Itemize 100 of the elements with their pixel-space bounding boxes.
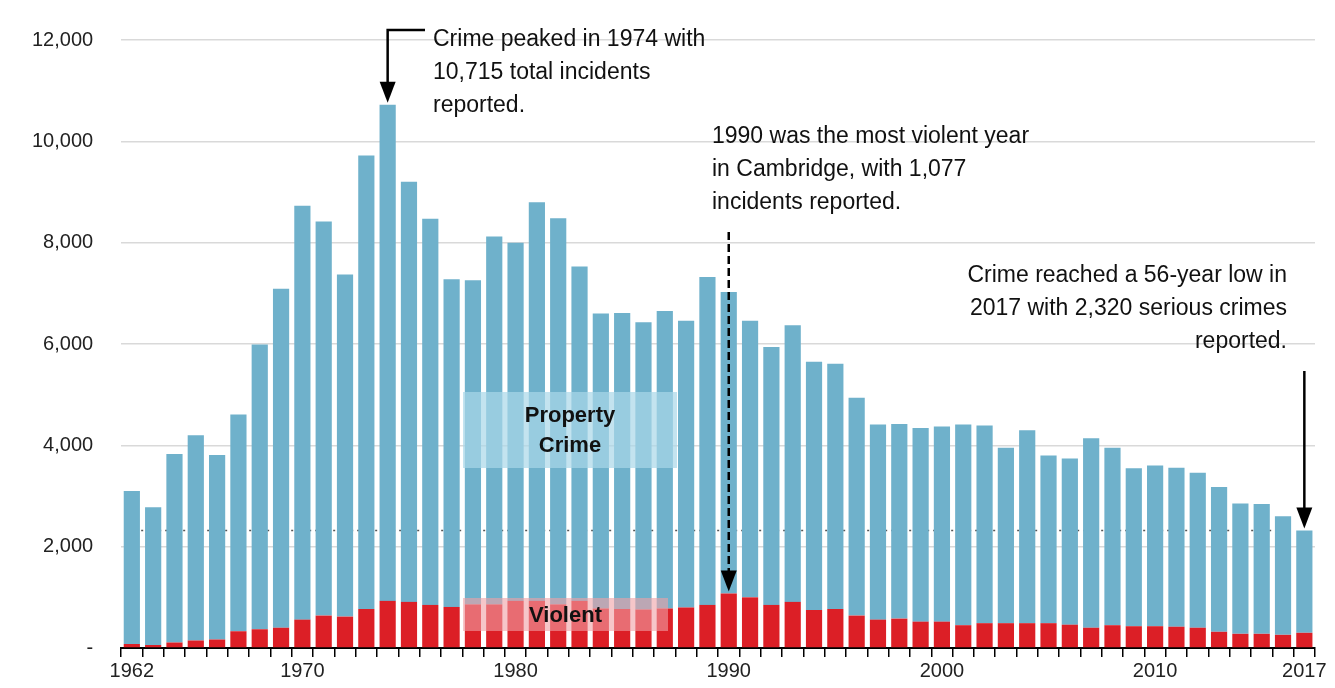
bar (933, 426, 951, 622)
bar (358, 608, 375, 648)
annotation: Crime reached a 56-year low in 2017 with 2,320 serious crimes reported. (967, 260, 1287, 353)
bar (1296, 632, 1313, 648)
bar (123, 490, 140, 644)
bar (997, 623, 1014, 648)
bar (763, 604, 780, 648)
x-tick-label: 1970 (280, 658, 325, 681)
bar (358, 155, 375, 609)
bar (635, 609, 652, 648)
bar (912, 621, 929, 648)
bar (1147, 626, 1164, 648)
bar (699, 277, 716, 605)
bar (230, 414, 247, 632)
y-tick-label: 8,000 (43, 230, 94, 253)
bar (741, 320, 759, 598)
bar (145, 507, 162, 645)
bar (1274, 516, 1292, 635)
bar (763, 347, 780, 605)
bar (997, 447, 1014, 624)
bar (848, 615, 865, 648)
bar (166, 453, 183, 643)
y-tick-label: 12,000 (32, 27, 94, 50)
bar (1232, 633, 1249, 648)
bar (443, 606, 460, 648)
bar (464, 604, 482, 648)
x-tick-label: 1962 (109, 658, 155, 681)
annotation: Crime peaked in 1974 with 10,715 total incidents reported. (433, 24, 706, 117)
bar (336, 274, 354, 617)
bar (1104, 625, 1121, 648)
bar (1168, 626, 1185, 648)
bar (379, 600, 396, 648)
bar (272, 627, 290, 648)
bar (230, 631, 247, 648)
bar (805, 610, 823, 648)
bar (976, 623, 993, 648)
bar (848, 397, 865, 616)
bar (486, 604, 503, 648)
bar (1104, 447, 1121, 626)
bar (1253, 504, 1270, 634)
y-tick-label: 10,000 (32, 128, 94, 151)
bar (933, 621, 951, 648)
bar (678, 320, 695, 608)
bar (336, 616, 354, 648)
bar (1210, 486, 1228, 632)
bar (1189, 627, 1206, 648)
bar (272, 288, 290, 628)
bar (294, 205, 311, 620)
y-tick-label: 2,000 (43, 534, 94, 557)
x-tick-label: 1990 (706, 658, 751, 681)
x-tick-label: 2010 (1132, 658, 1178, 681)
bar (400, 601, 418, 648)
bar (1232, 503, 1249, 634)
bar (1274, 634, 1292, 648)
bar (1083, 627, 1100, 648)
bar (1253, 633, 1270, 648)
bar (699, 604, 716, 648)
x-tick-label: 2000 (919, 658, 965, 681)
bar (1168, 467, 1185, 627)
bar (187, 640, 204, 648)
bar (1061, 458, 1078, 625)
bar (1125, 626, 1142, 648)
bar (891, 424, 908, 619)
bar (827, 608, 844, 648)
bar (614, 608, 631, 648)
bar (827, 363, 844, 609)
bar (422, 604, 439, 648)
bar (912, 428, 929, 622)
bar (1125, 468, 1142, 627)
bar (209, 454, 226, 640)
bar (315, 221, 332, 616)
bar (294, 619, 311, 648)
y-tick-label: - (86, 635, 94, 658)
bar (955, 625, 972, 648)
bar (741, 597, 759, 648)
bar (784, 325, 801, 602)
bar (1210, 631, 1228, 648)
y-tick-label: 4,000 (43, 432, 94, 455)
bar (955, 424, 972, 626)
bar (784, 601, 801, 648)
bar (251, 344, 268, 630)
bar (678, 607, 695, 648)
bar (1083, 438, 1100, 628)
y-tick-label: 6,000 (43, 331, 94, 354)
bar (869, 619, 887, 648)
bar (1019, 430, 1036, 624)
bar (422, 218, 439, 605)
bar (400, 181, 418, 602)
bar (805, 361, 823, 610)
bar (1147, 465, 1164, 627)
bar (1061, 624, 1078, 648)
bar (656, 608, 673, 648)
x-tick-label: 2017 (1282, 658, 1327, 681)
bar (1019, 623, 1036, 648)
bar (443, 279, 460, 607)
annotation: 1990 was the most violent year in Cambridge, with 1,077 incidents reported. (712, 121, 1030, 214)
bar (166, 642, 183, 648)
bar (976, 425, 993, 624)
x-tick-label: 1980 (493, 658, 538, 681)
bar (187, 435, 204, 641)
